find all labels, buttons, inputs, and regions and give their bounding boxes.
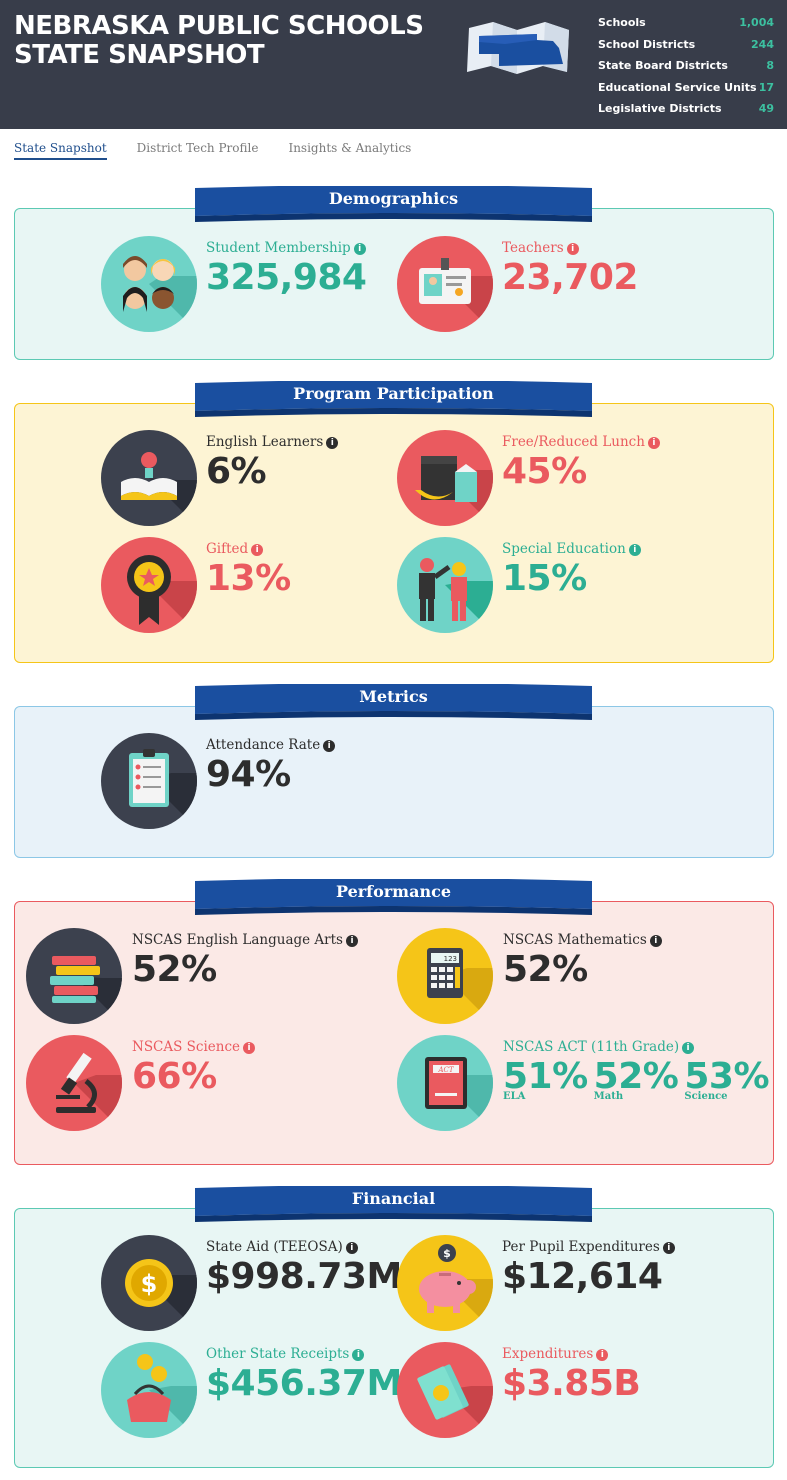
- gifted-value: 13%: [206, 558, 291, 599]
- info-icon[interactable]: i: [628, 544, 641, 556]
- info-icon[interactable]: i: [682, 1042, 695, 1054]
- open-book-icon: [101, 430, 197, 526]
- attendance-rate-label: Attendance Rate i: [206, 737, 336, 753]
- info-icon[interactable]: i: [649, 935, 662, 947]
- english-learners-label: English Learners i: [206, 434, 339, 450]
- student-membership-label: Student Membership i: [206, 240, 366, 256]
- info-icon[interactable]: i: [596, 1349, 609, 1361]
- info-icon[interactable]: i: [323, 740, 336, 752]
- attendance-rate-value: 94%: [206, 754, 291, 795]
- clipboard-icon: [101, 733, 197, 829]
- header-stats: Schools 1,004 School Districts 244 State B…: [598, 12, 774, 120]
- teachers-value: 23,702: [502, 257, 638, 298]
- info-icon[interactable]: i: [326, 437, 339, 449]
- stat-school-districts: School Districts 244: [598, 37, 774, 51]
- per-pupil-label: Per Pupil Expenditures i: [502, 1239, 675, 1255]
- other-receipts-label: Other State Receipts i: [206, 1346, 402, 1362]
- page-header: NEBRASKA PUBLIC SCHOOLS STATE SNAPSHOT S…: [0, 0, 787, 129]
- act-ela: 51% ELA: [503, 1056, 588, 1102]
- info-icon[interactable]: i: [353, 243, 366, 255]
- financial-banner: Financial: [195, 1186, 592, 1224]
- nscas-math-label: NSCAS Mathematics i: [503, 932, 662, 948]
- performance-banner: Performance: [195, 879, 592, 917]
- coin-dollar-text: $: [443, 1247, 451, 1260]
- per-pupil-value: $12,614: [502, 1256, 663, 1297]
- stat-schools: Schools 1,004: [598, 16, 774, 30]
- coin-purse-icon: [101, 1342, 197, 1438]
- dollar-sign-text: $: [141, 1270, 158, 1298]
- info-icon[interactable]: i: [243, 1042, 256, 1054]
- info-icon[interactable]: i: [346, 935, 358, 947]
- gifted-label: Gifted i: [206, 541, 291, 557]
- nav-tabs: State Snapshot District Tech Profile Ins…: [14, 141, 441, 160]
- demographics-title: Demographics: [328, 189, 459, 208]
- act-math: 52% Math: [593, 1056, 679, 1102]
- nscas-science-value: 66%: [132, 1056, 217, 1097]
- performance-section: [14, 901, 774, 1165]
- nscas-ela-value: 52%: [132, 949, 217, 990]
- stat-state-board-districts: State Board Districts 8: [598, 59, 774, 73]
- info-icon[interactable]: i: [647, 437, 660, 449]
- demographics-banner: Demographics: [195, 186, 592, 224]
- people-helping-icon: [397, 537, 493, 633]
- lunch-bag-icon: [397, 430, 493, 526]
- act-values: 51% ELA 52% Math 53% Science: [503, 1055, 775, 1102]
- tab-state-snapshot[interactable]: State Snapshot: [14, 141, 107, 160]
- stat-esu: Educational Service Units 17: [598, 80, 774, 94]
- students-icon: [101, 236, 197, 332]
- metrics-banner: Metrics: [195, 684, 592, 722]
- info-icon[interactable]: i: [352, 1349, 365, 1361]
- act-science: 53% Science: [684, 1056, 770, 1102]
- teachers-label: Teachers i: [502, 240, 638, 256]
- id-badge-icon: [397, 236, 493, 332]
- info-icon[interactable]: i: [662, 1242, 675, 1254]
- info-icon[interactable]: i: [566, 243, 579, 255]
- tab-insights-analytics[interactable]: Insights & Analytics: [288, 141, 412, 155]
- act-book-text: ACT: [437, 1066, 454, 1074]
- coin-icon: $: [101, 1235, 197, 1331]
- book-stack-icon: [26, 928, 122, 1024]
- calc-display-text: 123: [444, 955, 457, 963]
- act-book-icon: ACT: [397, 1035, 493, 1131]
- nebraska-map-icon: [465, 20, 570, 75]
- tab-district-tech-profile[interactable]: District Tech Profile: [136, 141, 259, 155]
- nscas-ela-label: NSCAS English Language Arts i: [132, 932, 358, 948]
- performance-title: Performance: [335, 882, 452, 901]
- financial-title: Financial: [351, 1189, 436, 1208]
- student-membership-value: 325,984: [206, 257, 367, 298]
- state-aid-value: $998.73M: [206, 1256, 402, 1297]
- program-participation-banner: Program Participation: [195, 381, 592, 419]
- stat-legislative-districts: Legislative Districts 49: [598, 102, 774, 116]
- cash-bills-icon: [397, 1342, 493, 1438]
- expenditures-value: $3.85B: [502, 1363, 641, 1404]
- special-education-value: 15%: [502, 558, 587, 599]
- page-title: NEBRASKA PUBLIC SCHOOLS STATE SNAPSHOT: [14, 11, 424, 70]
- program-participation-title: Program Participation: [293, 384, 494, 403]
- other-receipts-value: $456.37M: [206, 1363, 402, 1404]
- expenditures-label: Expenditures i: [502, 1346, 640, 1362]
- state-aid-label: State Aid (TEEOSA) i: [206, 1239, 402, 1255]
- title-line-2: STATE SNAPSHOT: [14, 40, 265, 70]
- nscas-act-label: NSCAS ACT (11th Grade) i: [503, 1039, 775, 1055]
- free-reduced-lunch-value: 45%: [502, 451, 587, 492]
- title-line-1: NEBRASKA PUBLIC SCHOOLS: [14, 11, 424, 41]
- nscas-math-value: 52%: [503, 949, 588, 990]
- piggy-bank-icon: $: [397, 1235, 493, 1331]
- nscas-science-label: NSCAS Science i: [132, 1039, 256, 1055]
- calculator-icon: 123: [397, 928, 493, 1024]
- info-icon[interactable]: i: [345, 1242, 358, 1254]
- special-education-label: Special Education i: [502, 541, 641, 557]
- free-reduced-lunch-label: Free/Reduced Lunch i: [502, 434, 660, 450]
- metrics-title: Metrics: [359, 687, 428, 706]
- award-ribbon-icon: [101, 537, 197, 633]
- info-icon[interactable]: i: [251, 544, 264, 556]
- english-learners-value: 6%: [206, 451, 267, 492]
- microscope-icon: [26, 1035, 122, 1131]
